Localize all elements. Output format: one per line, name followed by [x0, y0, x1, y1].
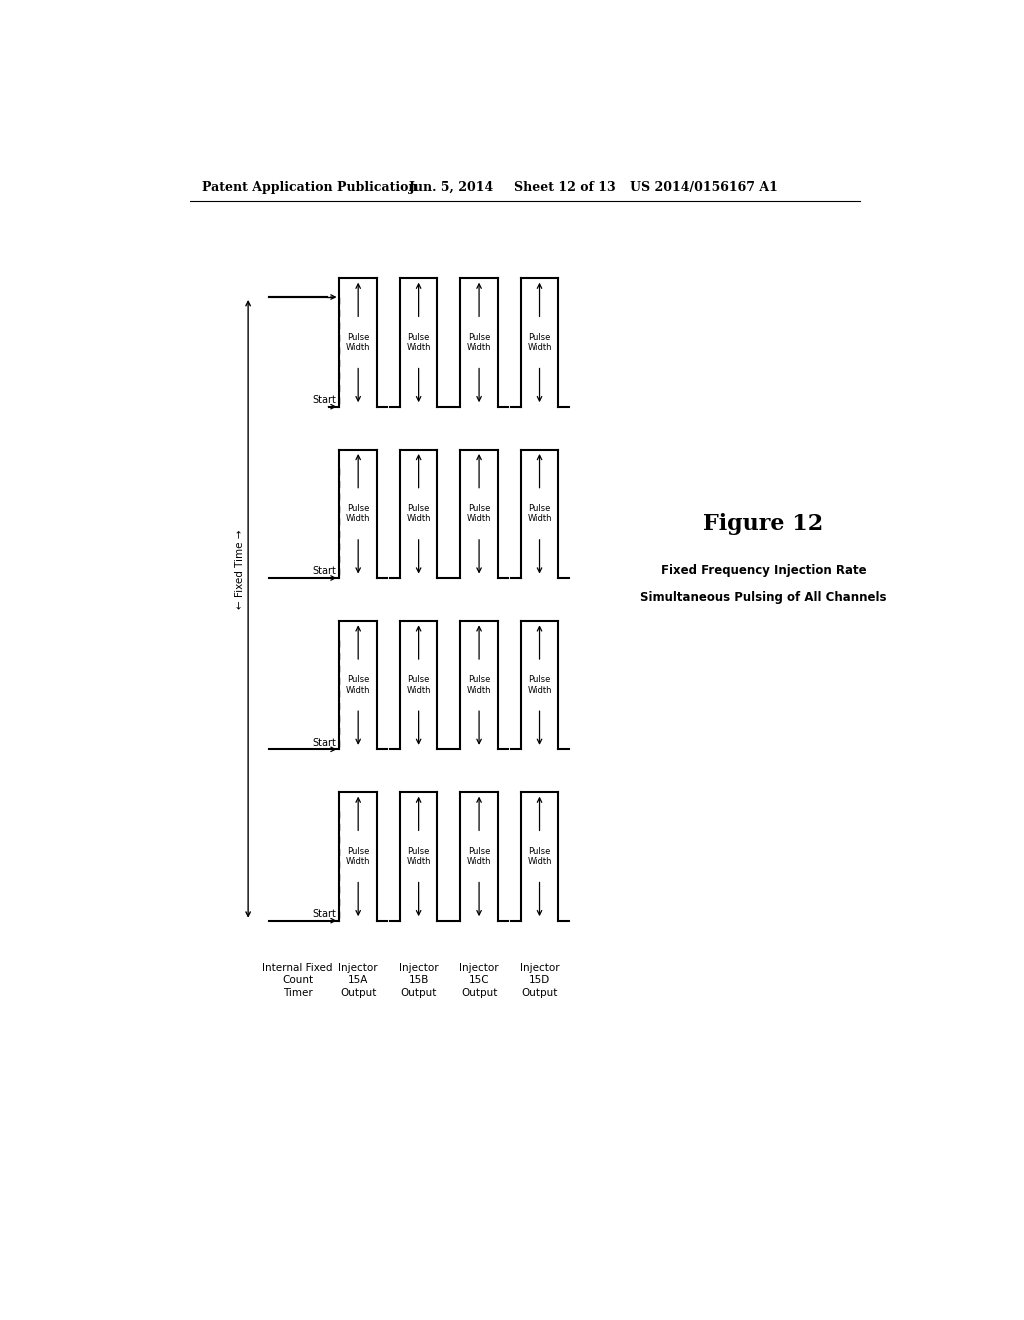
Text: Pulse
Width: Pulse Width: [527, 676, 552, 694]
Text: Pulse
Width: Pulse Width: [467, 504, 492, 524]
Text: Pulse
Width: Pulse Width: [467, 676, 492, 694]
Text: Pulse
Width: Pulse Width: [527, 504, 552, 524]
Text: Start: Start: [312, 566, 336, 577]
Text: Pulse
Width: Pulse Width: [407, 333, 431, 352]
Text: Sheet 12 of 13: Sheet 12 of 13: [514, 181, 615, 194]
Text: Pulse
Width: Pulse Width: [346, 846, 371, 866]
Text: Injector
15C
Output: Injector 15C Output: [459, 964, 499, 998]
Text: Pulse
Width: Pulse Width: [346, 333, 371, 352]
Text: Pulse
Width: Pulse Width: [407, 676, 431, 694]
Text: Pulse
Width: Pulse Width: [467, 333, 492, 352]
Text: Start: Start: [312, 909, 336, 919]
Text: Simultaneous Pulsing of All Channels: Simultaneous Pulsing of All Channels: [640, 591, 887, 603]
Text: Pulse
Width: Pulse Width: [407, 846, 431, 866]
Text: US 2014/0156167 A1: US 2014/0156167 A1: [630, 181, 778, 194]
Text: Start: Start: [312, 738, 336, 748]
Text: ← Fixed Time →: ← Fixed Time →: [236, 529, 246, 609]
Text: Pulse
Width: Pulse Width: [407, 504, 431, 524]
Text: Injector
15A
Output: Injector 15A Output: [338, 964, 378, 998]
Text: Jun. 5, 2014: Jun. 5, 2014: [409, 181, 494, 194]
Text: Injector
15D
Output: Injector 15D Output: [520, 964, 559, 998]
Text: Pulse
Width: Pulse Width: [527, 846, 552, 866]
Text: Internal Fixed
Count
Timer: Internal Fixed Count Timer: [262, 964, 333, 998]
Text: Patent Application Publication: Patent Application Publication: [202, 181, 417, 194]
Text: Fixed Frequency Injection Rate: Fixed Frequency Injection Rate: [660, 564, 866, 577]
Text: Pulse
Width: Pulse Width: [527, 333, 552, 352]
Text: Pulse
Width: Pulse Width: [346, 504, 371, 524]
Text: Figure 12: Figure 12: [703, 513, 823, 535]
Text: Pulse
Width: Pulse Width: [346, 676, 371, 694]
Text: Start: Start: [312, 395, 336, 405]
Text: Pulse
Width: Pulse Width: [467, 846, 492, 866]
Text: Injector
15B
Output: Injector 15B Output: [398, 964, 438, 998]
